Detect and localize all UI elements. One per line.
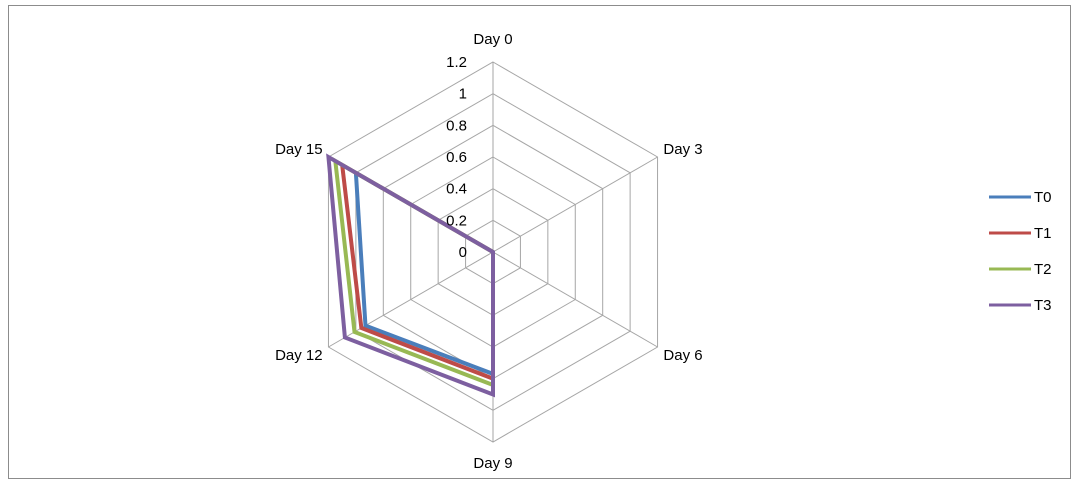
tick-label-4: 0.8 (446, 117, 467, 134)
tick-label-3: 0.6 (446, 149, 467, 166)
tick-label-6: 1.2 (446, 54, 467, 71)
spoke-day-6 (492, 251, 658, 348)
spoke-day-3 (492, 156, 658, 253)
radar-series (326, 153, 495, 398)
tick-label-2: 0.4 (446, 181, 467, 198)
category-labels: Day 0 Day 3 Day 6 Day 9 Day 12 Day 15 (275, 31, 703, 472)
tick-label-1: 0.2 (446, 212, 467, 229)
category-label-day-9: Day 9 (473, 455, 512, 472)
legend-label-t3: T3 (1034, 297, 1052, 314)
chart-frame (8, 5, 1071, 479)
legend: T0 T1 T2 T3 (989, 189, 1052, 314)
category-label-day-0: Day 0 (473, 31, 512, 48)
series-t3 (326, 153, 495, 398)
category-label-day-15: Day 15 (275, 141, 323, 158)
legend-label-t0: T0 (1034, 189, 1052, 206)
tick-label-5: 1 (459, 86, 467, 103)
legend-label-t2: T2 (1034, 261, 1052, 278)
category-label-day-3: Day 3 (663, 141, 702, 158)
legend-label-t1: T1 (1034, 225, 1052, 242)
tick-labels: 0 0.2 0.4 0.6 0.8 1 1.2 (446, 54, 467, 261)
category-label-day-12: Day 12 (275, 347, 323, 364)
category-label-day-6: Day 6 (663, 347, 702, 364)
series-t0 (353, 169, 495, 377)
tick-label-0: 0 (459, 244, 467, 261)
